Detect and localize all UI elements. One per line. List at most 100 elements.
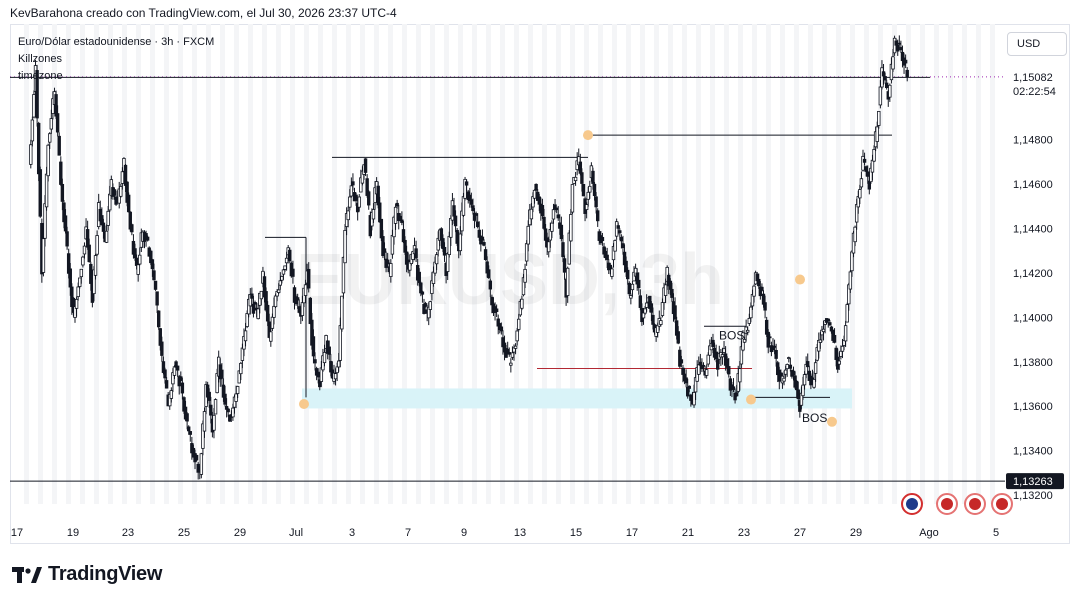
time-tick-label: 15 — [570, 527, 582, 539]
event-flag-inner — [906, 498, 918, 510]
candle-body — [731, 386, 736, 390]
killzone-stripe — [892, 24, 897, 504]
candle-body — [95, 235, 99, 255]
pivot-marker — [299, 399, 309, 409]
candle-body — [832, 334, 837, 343]
price-tick-label: 1,14600 — [1013, 179, 1053, 191]
candle-body — [903, 59, 908, 64]
candle-body — [169, 390, 174, 399]
price-tick-label: 1,14400 — [1013, 223, 1053, 235]
candle-body — [104, 230, 109, 243]
candle-body — [676, 331, 680, 344]
candle-body — [627, 282, 631, 295]
candle-body — [681, 367, 685, 375]
candle-body — [678, 349, 682, 367]
candle-body — [556, 214, 560, 219]
candle-body — [357, 196, 361, 208]
candle-body — [79, 268, 84, 278]
symbol-title[interactable]: Euro/Dólar estadounidense · 3h · FXCM — [18, 36, 215, 48]
candle-body — [540, 204, 545, 217]
candle-body — [81, 256, 85, 266]
candle-body — [839, 350, 843, 357]
candle-body — [32, 94, 36, 118]
candle-body — [335, 366, 339, 374]
candle-body — [881, 71, 886, 77]
candle-body — [46, 144, 50, 177]
demand-zone[interactable] — [302, 388, 852, 409]
candle-body — [363, 158, 368, 173]
candle-body — [517, 318, 521, 330]
price-tick-label: 1,14000 — [1013, 312, 1053, 324]
killzone-stripe — [612, 24, 617, 504]
candle-body — [270, 316, 275, 329]
candle-body — [376, 185, 380, 206]
killzone-stripe — [262, 24, 267, 504]
candle-body — [660, 302, 665, 316]
candle-body — [629, 295, 633, 299]
candle-body — [692, 392, 696, 406]
pivot-markers — [299, 130, 837, 427]
candle-body — [401, 229, 406, 243]
candle-body — [284, 257, 289, 264]
tradingview-logo-icon — [12, 566, 42, 583]
candle-body — [840, 345, 845, 352]
candle-body — [520, 298, 524, 309]
candle-body — [464, 181, 469, 186]
indicator-killzones[interactable]: Killzones — [18, 53, 63, 65]
candle-body — [845, 304, 849, 323]
candle-body — [106, 210, 110, 226]
killzone-stripe — [528, 24, 533, 504]
price-tick-label: 1,13600 — [1013, 401, 1053, 413]
candle-body — [434, 254, 439, 265]
candle-body — [584, 204, 589, 210]
candle-body — [796, 389, 800, 400]
killzone-stripe — [640, 24, 645, 504]
price-tick-label: 1,13800 — [1013, 357, 1053, 369]
killzone-stripe — [206, 24, 211, 504]
candle-body — [858, 189, 862, 199]
candle-body — [757, 278, 761, 287]
candle-body — [883, 76, 887, 81]
candle-body — [265, 304, 270, 322]
pivot-marker — [746, 394, 756, 405]
candle-body — [534, 183, 538, 191]
candle-body — [311, 336, 316, 357]
candle-body — [619, 237, 624, 242]
candle-body — [343, 229, 347, 264]
candle-body — [346, 210, 350, 221]
candle-body — [651, 314, 655, 325]
candle-body — [136, 264, 140, 275]
candle-body — [791, 370, 796, 376]
candle-body — [87, 244, 91, 263]
candle-body — [307, 268, 311, 289]
candle-body — [277, 289, 281, 293]
bos-label: BOS — [719, 329, 744, 343]
candle-body — [591, 170, 595, 184]
time-tick-label: 9 — [461, 527, 467, 539]
tradingview-logo[interactable]: TradingView — [12, 563, 162, 586]
candle-body — [720, 354, 725, 358]
candle-body — [644, 302, 649, 308]
candle-body — [234, 393, 238, 402]
candle-body — [212, 414, 216, 431]
candle-body — [670, 288, 674, 298]
indicator-timezone[interactable]: timezone — [18, 70, 63, 82]
candle-body — [68, 268, 72, 288]
killzone-stripe — [374, 24, 379, 504]
candle-body — [673, 305, 677, 320]
candle-body — [768, 336, 772, 339]
candle-body — [231, 407, 235, 418]
candle-body — [529, 208, 534, 220]
time-tick-label: Ago — [919, 527, 939, 539]
killzone-stripe — [584, 24, 589, 504]
killzone-stripe — [430, 24, 435, 504]
candle-body — [592, 183, 597, 197]
candle-body — [414, 248, 418, 259]
killzone-stripe — [318, 24, 323, 504]
currency-button[interactable]: USD — [1007, 32, 1067, 56]
killzone-stripe — [276, 24, 281, 504]
time-tick-label: 21 — [682, 527, 694, 539]
candle-body — [417, 271, 421, 284]
candle-body — [55, 113, 60, 133]
